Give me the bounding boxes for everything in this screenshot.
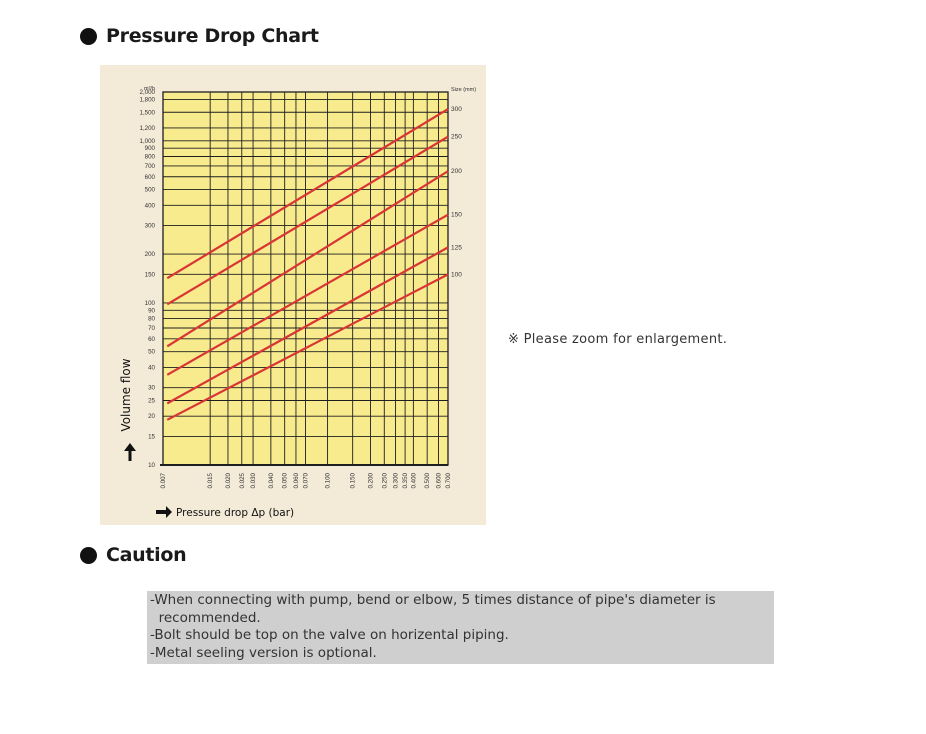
y-tick-label: 900 (145, 145, 156, 152)
y-tick-label: 50 (148, 349, 155, 356)
x-tick-label: 0.700 (445, 472, 452, 488)
y-tick-label: 15 (148, 433, 155, 440)
y-tick-label: 70 (148, 325, 155, 332)
y-tick-label: 100 (145, 300, 156, 307)
y-tick-label: 10 (148, 462, 155, 469)
series-line (166, 135, 449, 306)
x-tick-label: 0.007 (160, 472, 167, 488)
y-tick-label: 300 (145, 223, 156, 230)
y-tick-label: 500 (145, 187, 156, 194)
y-tick-label: 60 (148, 336, 155, 343)
y-tick-label: 90 (148, 307, 155, 314)
caution-line: -Bolt should be top on the valve on hori… (150, 627, 509, 643)
x-tick-label: 0.200 (367, 472, 374, 488)
series-label: 250 (451, 134, 462, 141)
up-arrow-icon (128, 450, 132, 461)
chart-svg: 1015202530405060708090100150200300400500… (119, 86, 476, 519)
y-tick-label: 1,800 (140, 96, 156, 103)
y-tick-label: 25 (148, 397, 155, 404)
pressure-drop-heading: Pressure Drop Chart (80, 25, 319, 47)
x-tick-label: 0.500 (424, 472, 431, 488)
series-line (166, 108, 449, 280)
x-tick-label: 0.350 (402, 472, 409, 488)
right-unit-label: Size (mm) (451, 87, 476, 93)
x-tick-label: 0.100 (325, 472, 332, 488)
x-tick-label: 0.400 (410, 472, 417, 488)
caution-heading: Caution (80, 544, 187, 566)
series-line (166, 170, 449, 348)
caution-line: -Metal seeling version is optional. (150, 644, 377, 661)
bullet-icon (80, 27, 97, 45)
y-tick-label: 80 (148, 316, 155, 323)
y-tick-label: 2,000 (140, 89, 156, 96)
y-axis-title: Volume flow (119, 358, 133, 431)
x-tick-label: 0.600 (435, 472, 442, 488)
y-tick-label: 800 (145, 154, 156, 161)
series-line (166, 246, 449, 405)
y-tick-label: 400 (145, 202, 156, 209)
y-tick-label: 30 (148, 385, 155, 392)
y-tick-label: 600 (145, 174, 156, 181)
series-label: 300 (451, 106, 462, 113)
zoom-note: ※ Please zoom for enlargement. (508, 332, 728, 347)
y-tick-label: 150 (145, 271, 156, 278)
x-tick-label: 0.250 (381, 472, 388, 488)
y-tick-label: 40 (148, 364, 155, 371)
caution-line: -When connecting with pump, bend or elbo… (150, 592, 716, 608)
x-tick-label: 0.025 (239, 472, 246, 488)
y-tick-label: 700 (145, 163, 156, 170)
x-tick-label: 0.050 (282, 472, 289, 488)
y-tick-label: 20 (148, 413, 155, 420)
series-line (166, 273, 449, 421)
x-tick-label: 0.040 (268, 472, 275, 488)
bullet-icon (80, 546, 97, 564)
y-tick-label: 1,000 (140, 138, 156, 145)
x-tick-label: 0.015 (207, 472, 214, 488)
caution-line: recommended. (150, 609, 261, 626)
up-arrow-icon (124, 443, 136, 451)
y-unit-label: m³/h (144, 86, 155, 92)
series-line (166, 213, 449, 376)
y-tick-label: 200 (145, 251, 156, 258)
x-tick-label: 0.300 (393, 472, 400, 488)
caution-title: Caution (106, 544, 187, 566)
y-tick-label: 1,500 (140, 109, 156, 116)
series-label: 125 (451, 244, 462, 251)
series-label: 200 (451, 168, 462, 175)
caution-box: -When connecting with pump, bend or elbo… (147, 591, 774, 664)
series-label: 100 (451, 271, 462, 278)
pressure-drop-chart: 10 15 20 25 30 40 50 60 70 80 90 100 150 200 300 400 500… (100, 65, 486, 525)
right-arrow-icon (156, 506, 172, 518)
y-tick-label: 1,200 (140, 125, 156, 132)
x-tick-label: 0.070 (303, 472, 310, 488)
x-tick-label: 0.150 (350, 472, 357, 488)
x-axis-title: Pressure drop Δp (bar) (176, 507, 294, 519)
x-tick-label: 0.020 (225, 472, 232, 488)
pressure-drop-title: Pressure Drop Chart (106, 25, 319, 47)
series-label: 150 (451, 212, 462, 219)
x-tick-label: 0.030 (250, 472, 257, 488)
x-tick-label: 0.060 (293, 472, 300, 488)
